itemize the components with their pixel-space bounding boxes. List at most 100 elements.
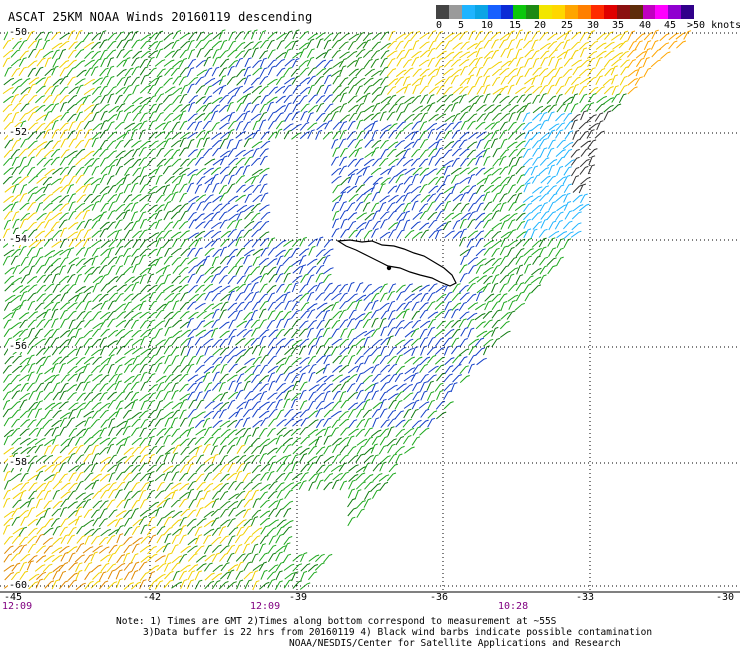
wind-barb	[604, 67, 614, 77]
wind-barb	[459, 311, 470, 320]
wind-barb	[139, 97, 151, 105]
wind-barb	[99, 473, 110, 482]
wind-barb	[140, 348, 152, 356]
wind-barb	[235, 157, 246, 166]
wind-barb	[411, 173, 419, 184]
wind-barb	[282, 454, 292, 464]
lat-label: -50	[8, 27, 29, 38]
wind-barb	[259, 438, 271, 447]
wind-barb	[26, 438, 38, 446]
wind-barb	[380, 76, 389, 86]
wind-barb	[219, 202, 230, 211]
wind-barb	[524, 49, 535, 58]
wind-barb	[379, 283, 388, 293]
wind-barb	[420, 381, 428, 392]
wind-barb	[380, 218, 388, 229]
wind-barb	[147, 185, 158, 194]
wind-barb	[346, 300, 356, 310]
wind-barb	[3, 373, 12, 383]
wind-barb	[275, 58, 285, 68]
wind-barb	[4, 275, 14, 284]
wind-barb	[364, 391, 372, 401]
wind-barb	[212, 308, 220, 319]
wind-barb	[203, 283, 214, 292]
wind-barb	[66, 130, 76, 140]
wind-barb	[410, 30, 421, 40]
wind-barb	[404, 229, 415, 239]
wind-barb	[458, 30, 468, 40]
wind-barb	[338, 58, 348, 68]
wind-barb	[18, 312, 30, 320]
wind-barb	[227, 129, 235, 139]
wind-barb	[484, 122, 495, 130]
wind-barb	[323, 409, 334, 418]
wind-barb	[458, 301, 468, 312]
wind-barb	[388, 222, 399, 230]
wind-barb	[379, 436, 389, 446]
wind-barb	[347, 408, 357, 418]
wind-barb	[355, 481, 366, 490]
wind-barb	[171, 452, 179, 463]
wind-barb	[523, 166, 533, 176]
wind-barb	[194, 411, 206, 419]
wind-barb	[330, 410, 342, 418]
wind-barb	[243, 66, 251, 77]
wind-barb	[59, 580, 69, 590]
wind-barb	[131, 481, 140, 492]
wind-barb	[36, 212, 47, 221]
wind-barb	[67, 392, 77, 401]
wind-barb	[100, 110, 108, 121]
wind-barb	[570, 230, 582, 238]
wind-barb	[130, 391, 140, 401]
wind-barb	[459, 148, 470, 157]
wind-barb	[60, 227, 68, 238]
wind-barb	[524, 67, 533, 78]
wind-barb	[403, 39, 412, 49]
wind-barb	[123, 183, 132, 194]
wind-barb	[196, 148, 205, 158]
wind-barb	[355, 282, 364, 292]
wind-barb	[419, 94, 429, 104]
wind-barb	[515, 184, 525, 194]
wind-barb	[148, 131, 158, 141]
wind-barb	[387, 443, 396, 454]
wind-barb	[154, 86, 164, 96]
wind-barb	[332, 355, 342, 364]
wind-barb	[196, 310, 207, 319]
wind-barb	[139, 85, 150, 94]
wind-barb	[555, 247, 564, 257]
wind-barb	[108, 488, 117, 499]
wind-barb	[164, 130, 174, 140]
wind-barb	[395, 453, 403, 464]
wind-barb	[203, 329, 214, 338]
wind-barb	[332, 210, 340, 221]
wind-barb	[195, 428, 207, 436]
wind-barb	[426, 94, 435, 104]
wind-barb	[116, 311, 126, 320]
wind-barb	[308, 554, 320, 562]
wind-barb	[3, 489, 11, 500]
wind-barb	[74, 336, 84, 347]
wind-barb	[252, 147, 260, 158]
wind-barb	[195, 454, 205, 464]
wind-barb	[236, 401, 247, 409]
wind-barb	[155, 93, 165, 103]
wind-barb	[370, 309, 380, 319]
wind-barb	[44, 402, 56, 411]
wind-barb	[76, 310, 86, 320]
wind-barb	[28, 311, 38, 320]
wind-barb	[459, 185, 470, 194]
wind-barb	[284, 40, 295, 49]
wind-barb	[171, 149, 181, 159]
wind-barb	[154, 30, 164, 40]
wind-barb	[19, 357, 30, 366]
wind-barb	[171, 310, 181, 319]
wind-barb	[340, 399, 350, 409]
wind-barb	[139, 489, 147, 500]
wind-barb	[220, 238, 230, 247]
wind-barb	[515, 291, 524, 302]
wind-barb	[34, 302, 45, 311]
wind-barb	[195, 284, 205, 293]
wind-barb	[84, 570, 93, 581]
wind-barb	[444, 230, 455, 238]
